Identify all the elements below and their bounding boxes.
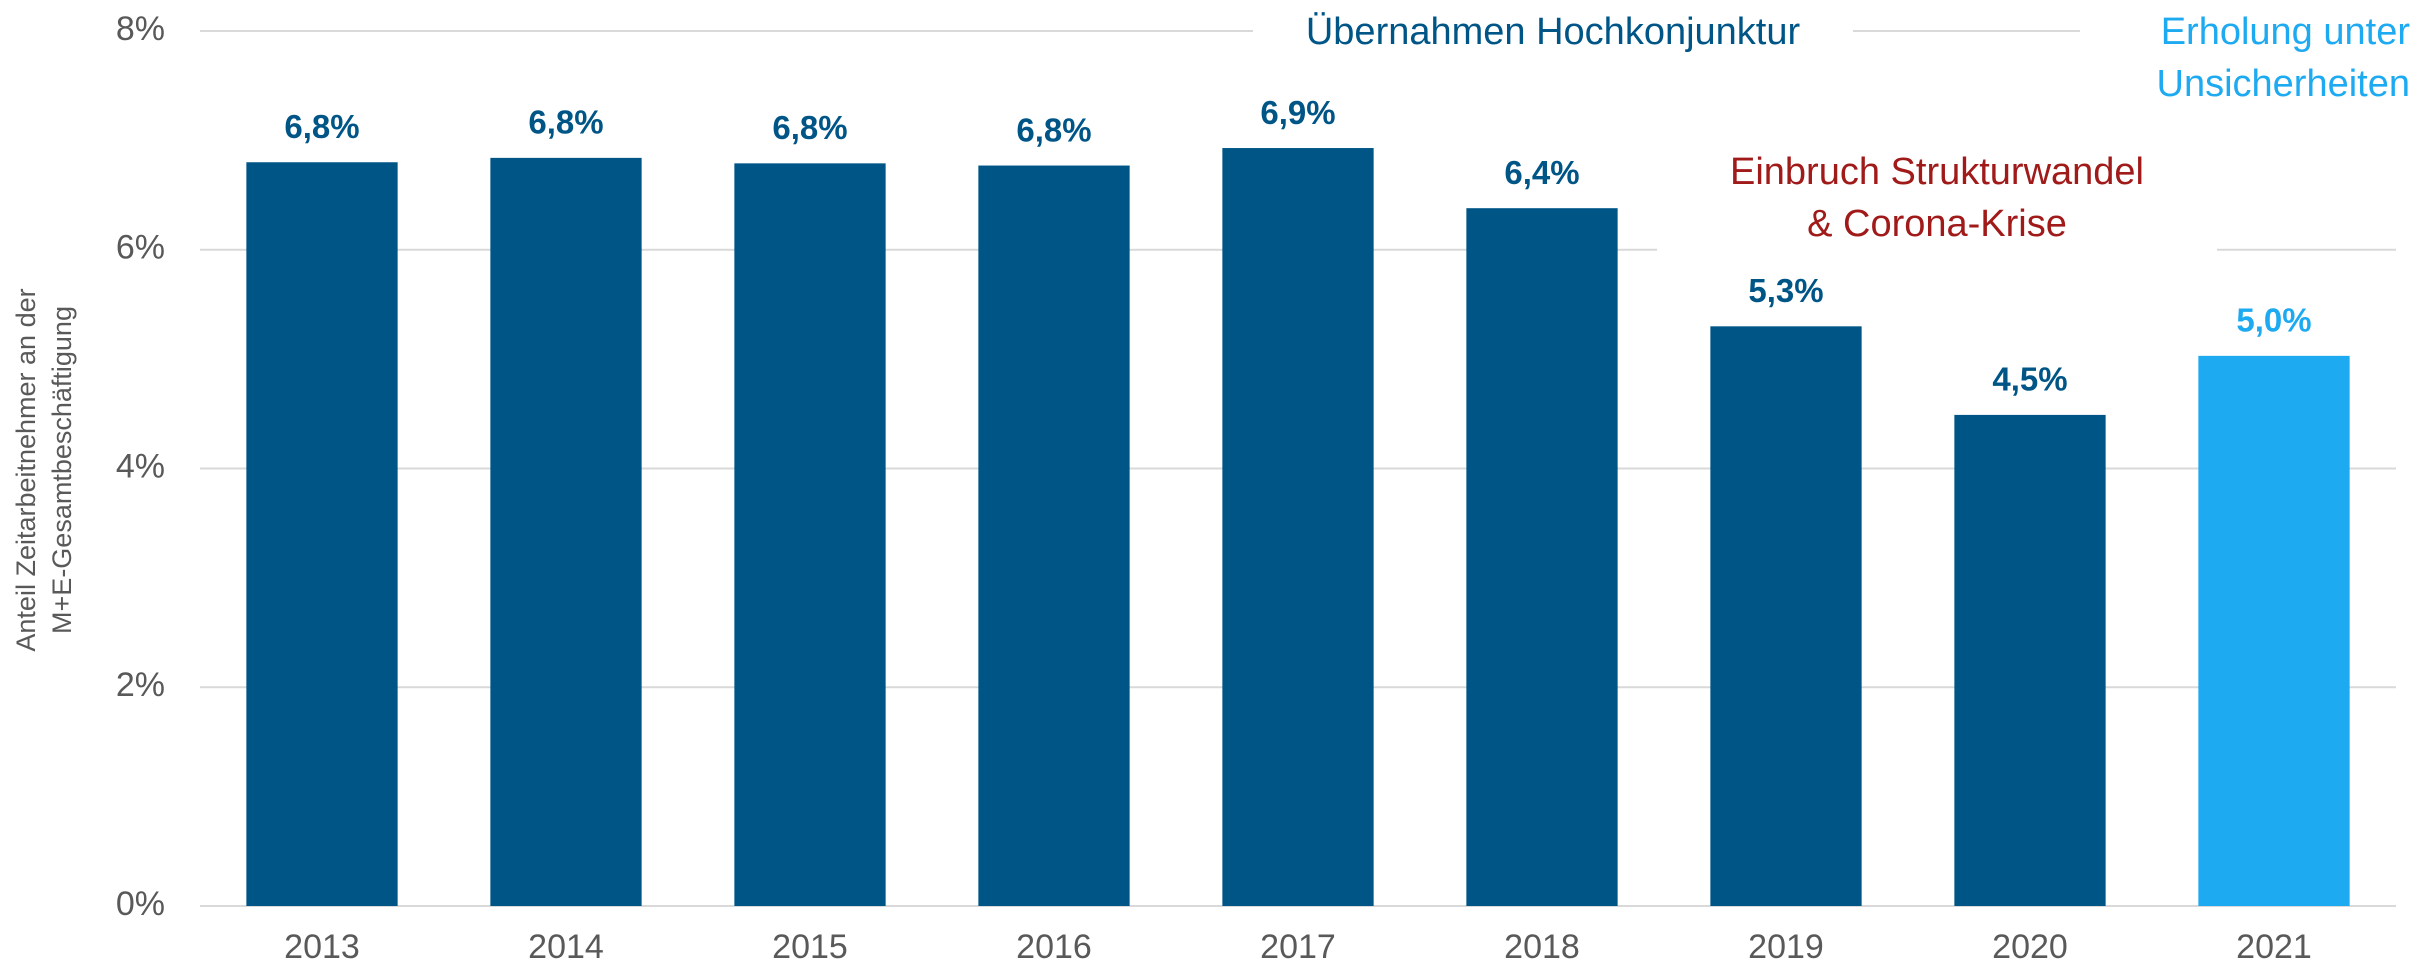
bar (1222, 148, 1374, 906)
y-axis-title-line: Anteil Zeitarbeitnehmer an der (11, 288, 41, 651)
annotation: Übernahmen Hochkonjunktur (1306, 11, 1801, 53)
bar (1466, 208, 1618, 906)
y-tick-label: 2% (116, 666, 165, 704)
y-tick-label: 4% (116, 447, 165, 485)
x-tick-label: 2014 (528, 928, 604, 966)
value-label: 6,8% (772, 109, 847, 146)
annotation: & Corona-Krise (1807, 203, 2067, 245)
x-tick-label: 2015 (772, 928, 848, 966)
value-label: 5,3% (1748, 272, 1823, 309)
x-tick-label: 2017 (1260, 928, 1336, 966)
x-tick-label: 2016 (1016, 928, 1092, 966)
x-tick-label: 2019 (1748, 928, 1824, 966)
bar (490, 157, 642, 906)
value-label: 6,8% (528, 104, 603, 141)
value-label: 4,5% (1992, 361, 2067, 398)
value-label: 5,0% (2236, 302, 2311, 339)
annotation: Erholung unter (2161, 11, 2411, 53)
y-tick-label: 6% (116, 229, 165, 267)
value-label: 6,8% (284, 108, 359, 145)
bar (734, 163, 886, 906)
annotation: Unsicherheiten (2157, 63, 2410, 105)
bar (2198, 355, 2350, 906)
x-tick-label: 2018 (1504, 928, 1580, 966)
x-tick-label: 2020 (1992, 928, 2068, 966)
y-tick-label: 0% (116, 885, 165, 923)
bar (1954, 414, 2106, 906)
y-tick-label: 8% (116, 10, 165, 48)
value-label: 6,9% (1260, 94, 1335, 131)
x-tick-label: 2013 (284, 928, 360, 966)
annotation-background (1253, 4, 1853, 64)
value-label: 6,4% (1504, 154, 1579, 191)
value-label: 6,8% (1016, 111, 1091, 148)
annotation: Einbruch Strukturwandel (1730, 151, 2144, 193)
annotation-background (2080, 4, 2410, 116)
y-axis-title-line: M+E-Gesamtbeschäftigung (47, 306, 77, 634)
x-tick-label: 2021 (2236, 928, 2312, 966)
bar (246, 162, 398, 906)
bar (978, 165, 1130, 906)
annotation-background (1657, 144, 2217, 256)
y-axis-title: Anteil Zeitarbeitnehmer an der M+E-Gesamt… (11, 288, 77, 651)
bar (1710, 326, 1862, 906)
